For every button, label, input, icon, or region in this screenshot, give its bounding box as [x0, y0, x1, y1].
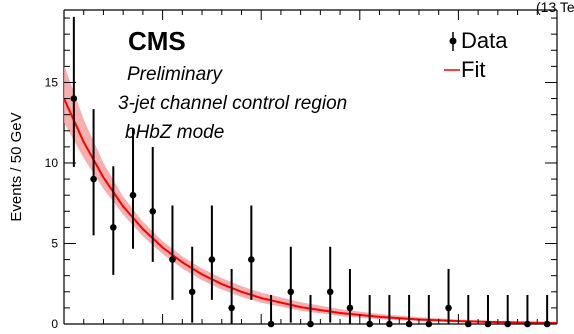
- legend-fit-label: Fit: [461, 57, 485, 82]
- y-axis-ticks: 0 5 10 15: [45, 17, 557, 331]
- y-tick-label: 10: [45, 156, 59, 170]
- data-point: [149, 207, 157, 215]
- y-tick-label: 5: [51, 236, 58, 250]
- data-point: [445, 304, 452, 312]
- preliminary-label: Preliminary: [127, 64, 224, 85]
- data-point: [405, 320, 413, 328]
- data-point: [208, 256, 216, 263]
- data-point: [366, 320, 373, 328]
- data-point: [346, 304, 354, 312]
- data-point: [326, 288, 334, 296]
- data-point: [90, 175, 97, 183]
- data-point: [524, 320, 531, 328]
- data-point: [70, 95, 78, 102]
- data-point: [543, 320, 551, 328]
- y-axis-label: Events / 50 GeV: [8, 112, 25, 221]
- region-label: 3-jet channel control region: [118, 93, 347, 114]
- data-point: [504, 320, 512, 328]
- corner-text: (13 TeV): [536, 0, 574, 15]
- data-point: [228, 304, 235, 312]
- data-point: [169, 256, 176, 263]
- data-point: [287, 288, 295, 296]
- data-point: [484, 320, 492, 328]
- legend-data-label: Data: [461, 28, 508, 53]
- data-point: [110, 224, 117, 231]
- data-point: [129, 191, 137, 199]
- y-tick-label: 0: [51, 317, 58, 329]
- data-point: [386, 320, 393, 328]
- x-axis-ticks: [83, 10, 538, 324]
- cms-label: CMS: [128, 26, 186, 56]
- data-point: [267, 320, 275, 328]
- mode-label: bHbZ mode: [125, 122, 224, 143]
- data-point: [248, 256, 255, 263]
- data-point: [464, 320, 472, 328]
- legend-data-marker: [449, 37, 457, 45]
- legend: Data Fit: [444, 28, 508, 82]
- data-point: [425, 320, 433, 328]
- y-tick-label: 15: [45, 75, 59, 89]
- data-points: [70, 16, 551, 328]
- data-point: [307, 320, 314, 328]
- data-point: [188, 288, 196, 296]
